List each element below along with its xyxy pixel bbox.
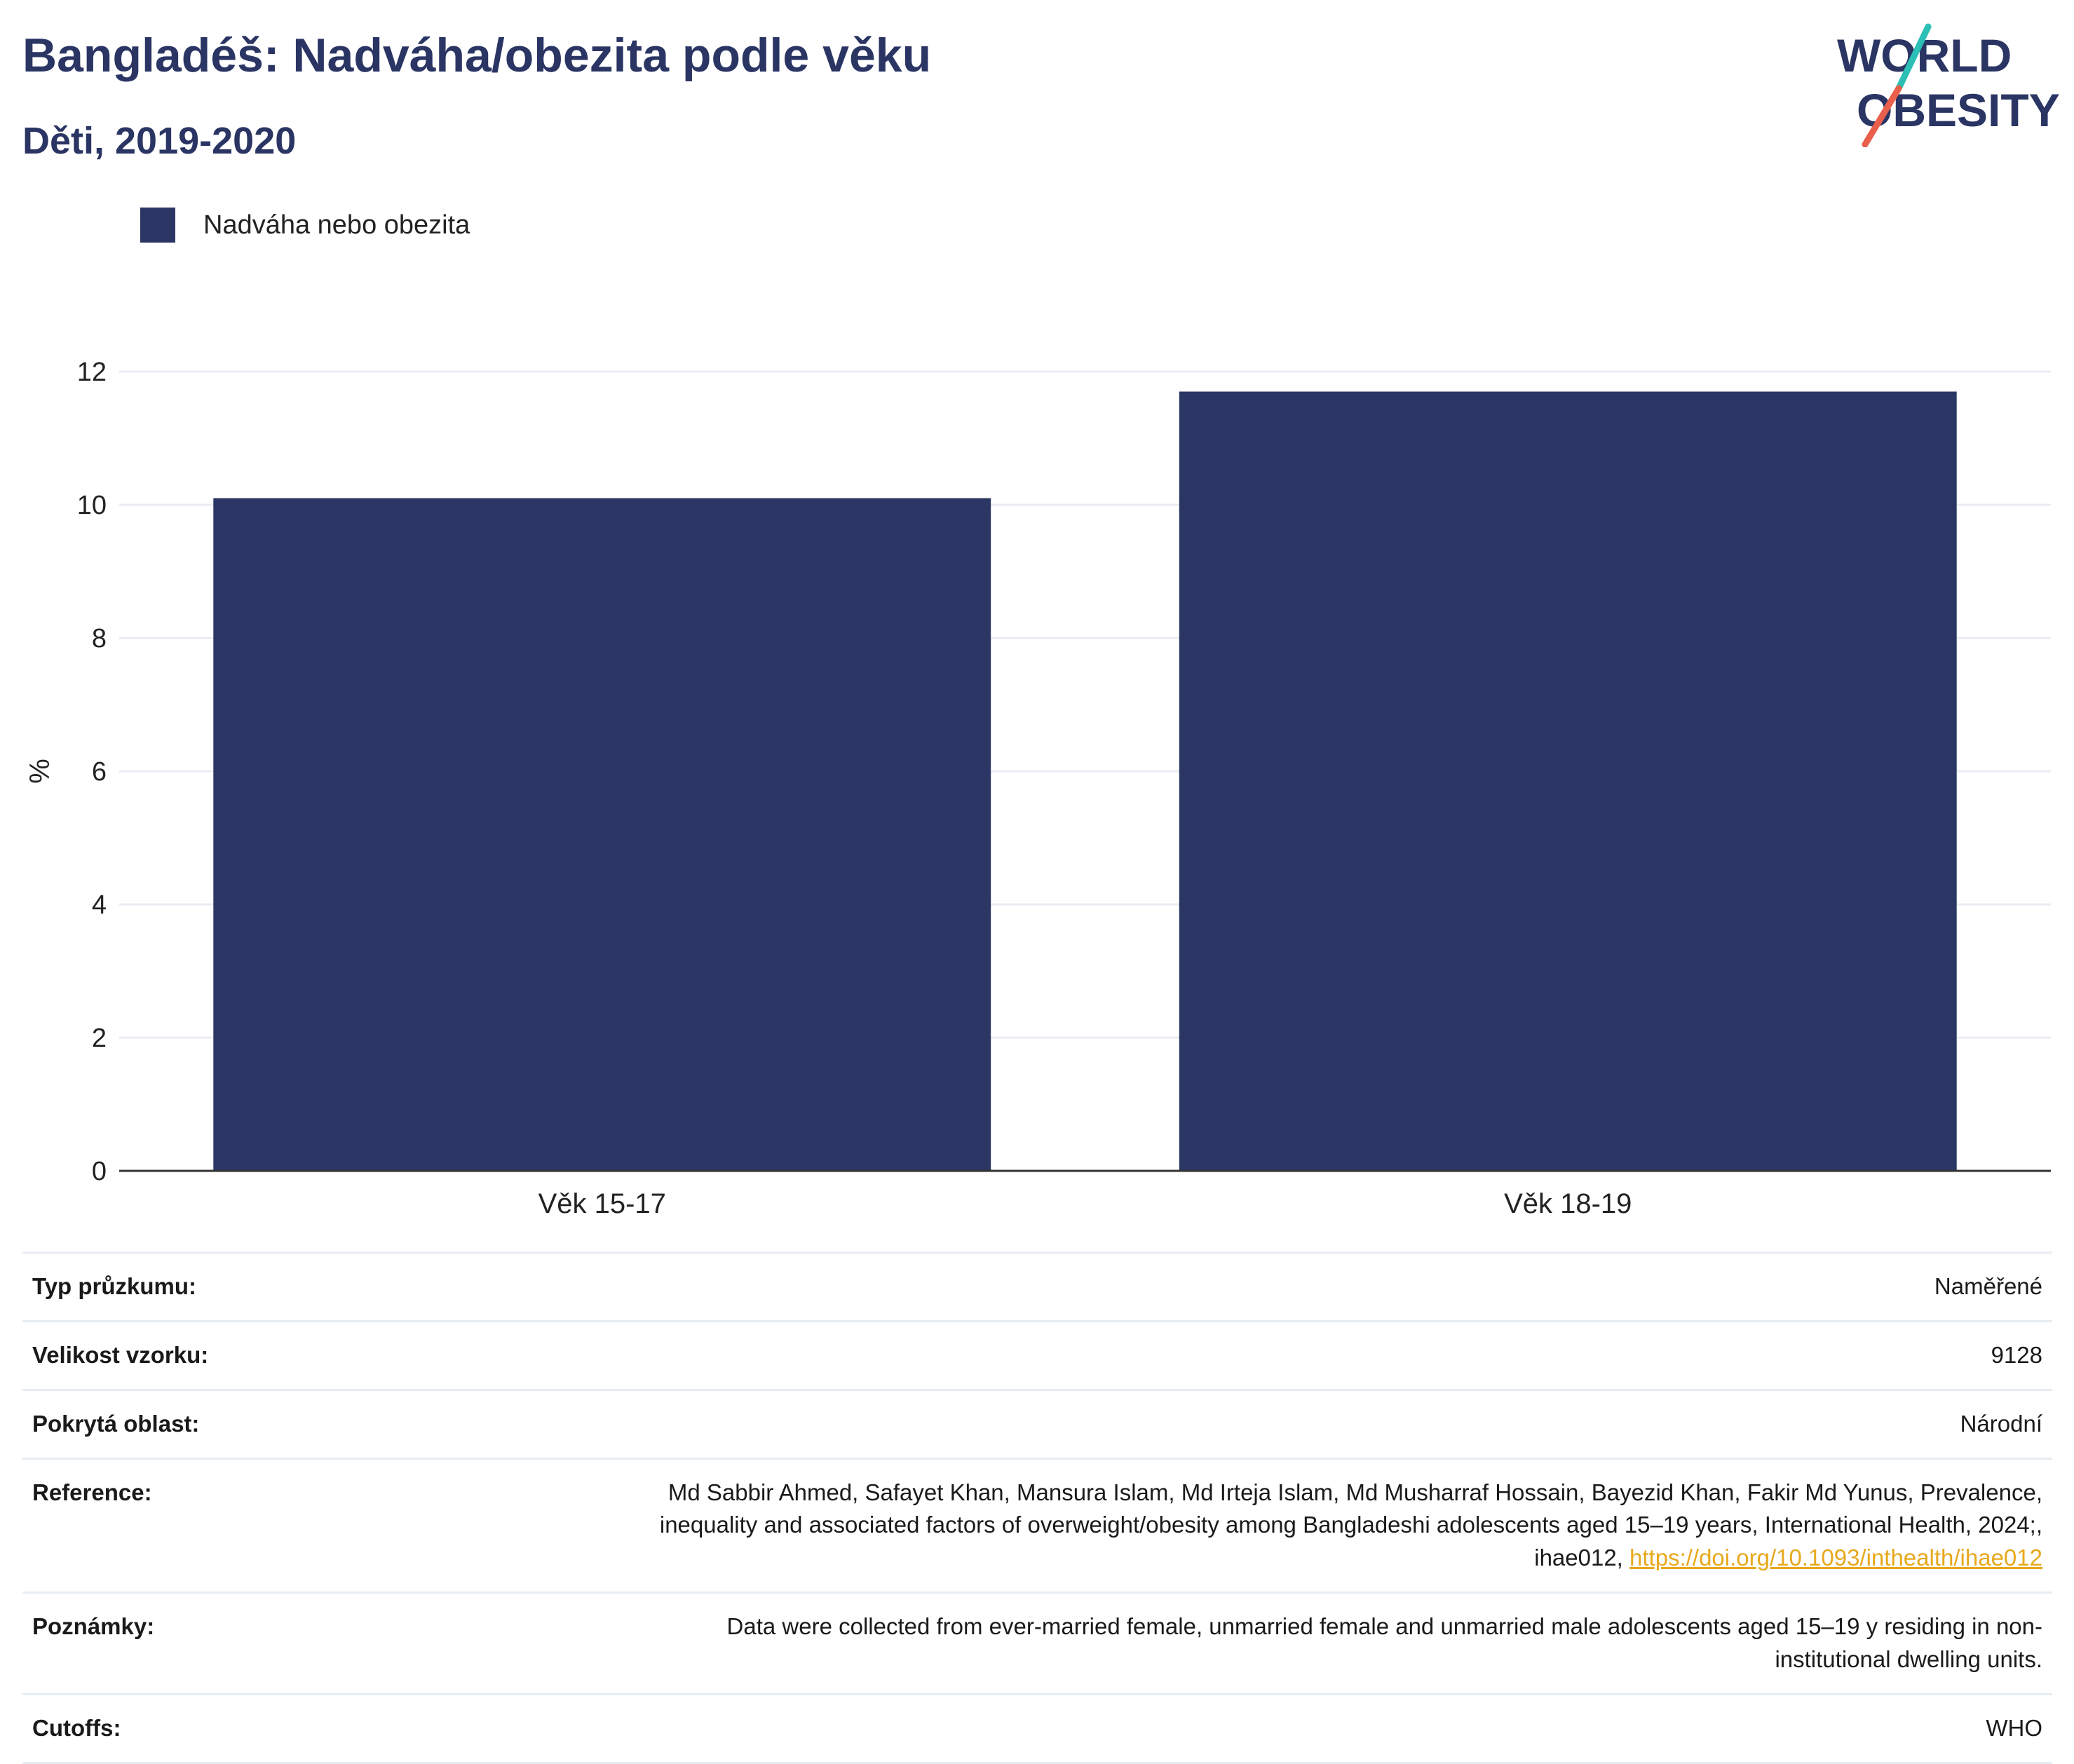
y-tick-label: 10 [77, 491, 107, 520]
survey-info-table: Typ průzkumu: Naměřené Velikost vzorku: … [22, 1251, 2052, 1764]
info-row-sample-size: Velikost vzorku: 9128 [22, 1321, 2052, 1390]
reference-text-line-3: ihae012, [1534, 1545, 1630, 1571]
legend-label: Nadváha nebo obezita [203, 210, 470, 240]
notes-text-line-1: Data were collected from ever-married fe… [726, 1613, 2042, 1640]
reference-text-line-2: inequality and associated factors of ove… [659, 1512, 2042, 1538]
info-value: Národní [1960, 1410, 2042, 1437]
reference-doi-link[interactable]: https://doi.org/10.1093/inthealth/ihae01… [1629, 1545, 2042, 1571]
info-label: Poznámky: [32, 1613, 155, 1640]
info-value: Md Sabbir Ahmed, Safayet Khan, Mansura I… [463, 1458, 2052, 1593]
info-value: Data were collected from ever-married fe… [463, 1593, 2052, 1695]
info-label: Typ průzkumu: [32, 1273, 197, 1299]
info-label: Cutoffs: [32, 1714, 121, 1741]
x-tick-label: Věk 15-17 [538, 1188, 666, 1219]
info-row-area-covered: Pokrytá oblast: Národní [22, 1390, 2052, 1459]
bar [1179, 391, 1957, 1171]
y-tick-label: 8 [92, 624, 107, 653]
info-row-cutoffs: Cutoffs: WHO [22, 1694, 2052, 1763]
y-tick-label: 4 [92, 890, 107, 920]
bar [213, 498, 991, 1171]
info-label: Pokrytá oblast: [32, 1410, 200, 1437]
chart-legend: Nadváha nebo obezita [140, 208, 470, 243]
info-row-notes: Poznámky: Data were collected from ever-… [22, 1592, 2052, 1695]
y-tick-label: 2 [92, 1024, 107, 1053]
info-label: Velikost vzorku: [32, 1341, 209, 1368]
legend-swatch [140, 208, 175, 243]
reference-text-line-1: Md Sabbir Ahmed, Safayet Khan, Mansura I… [667, 1479, 2042, 1505]
info-row-survey-type: Typ průzkumu: Naměřené [22, 1252, 2052, 1322]
info-label: Reference: [32, 1479, 152, 1505]
world-obesity-logo: WORLD OBESITY [1837, 23, 2060, 147]
y-tick-label: 12 [77, 358, 107, 387]
y-axis-label: % [25, 759, 55, 784]
page-title: Bangladéš: Nadváha/obezita podle věku [22, 29, 932, 82]
y-tick-label: 0 [92, 1157, 107, 1186]
y-tick-label: 6 [92, 757, 107, 787]
logo-slash-teal [1895, 23, 1932, 92]
info-row-reference: Reference: Md Sabbir Ahmed, Safayet Khan… [22, 1458, 2052, 1593]
bar-chart: 0 2 4 6 8 10 12% Věk 15-17 Věk 18-19 [25, 358, 2051, 1219]
info-value: WHO [1986, 1714, 2042, 1741]
info-value: 9128 [1991, 1341, 2042, 1368]
info-value: Naměřené [1934, 1273, 2042, 1299]
logo-line-2: OBESITY [1857, 84, 2060, 136]
page-subtitle: Děti, 2019-2020 [22, 120, 297, 162]
x-tick-label: Věk 18-19 [1504, 1188, 1632, 1219]
logo-slash-red [1862, 85, 1902, 147]
notes-text-line-2: institutional dwelling units. [1775, 1646, 2042, 1673]
